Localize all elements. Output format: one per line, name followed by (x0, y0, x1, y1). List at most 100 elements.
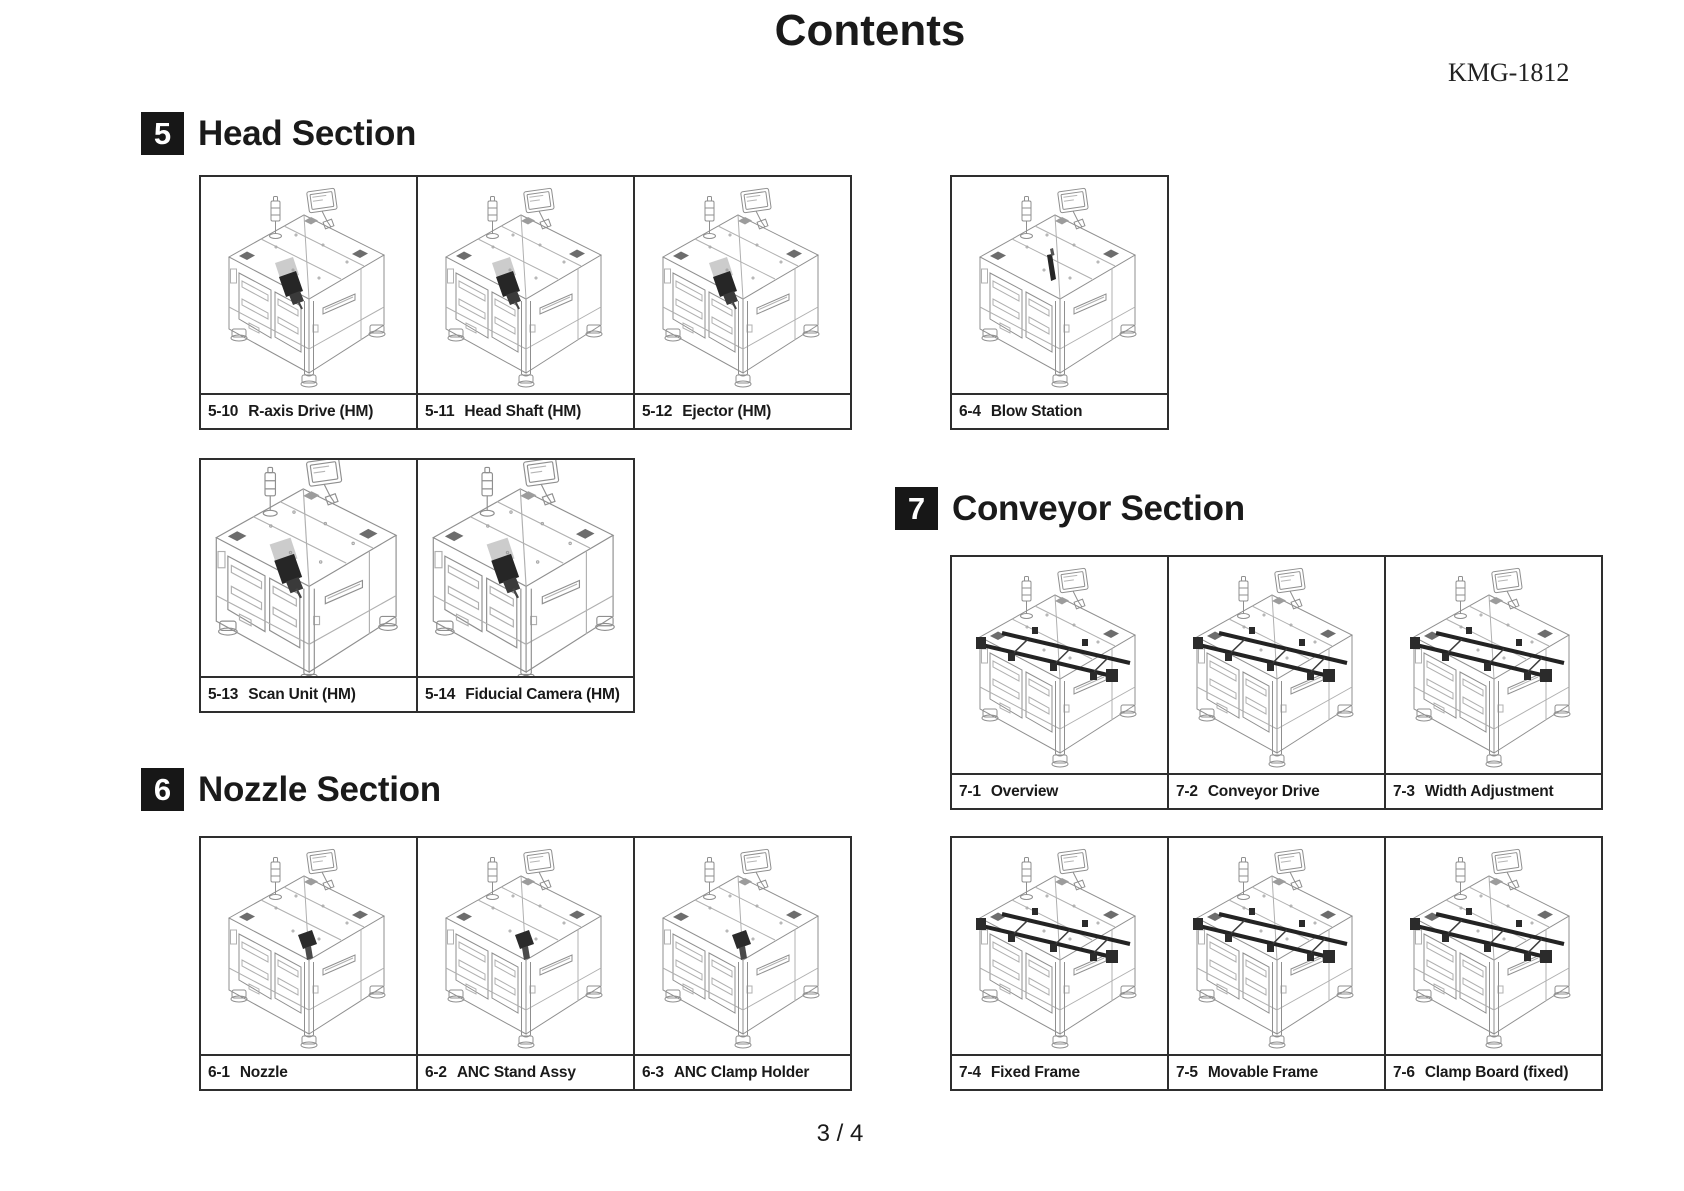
section-title: Conveyor Section (952, 488, 1245, 528)
toc-item-7-3: 7-3 Width Adjustment (1384, 557, 1601, 808)
doc-code: KMG-1812 (1448, 58, 1570, 87)
toc-item-code: 7-5 (1176, 1063, 1198, 1081)
machine-illustration-head (418, 177, 633, 393)
toc-item-code: 7-4 (959, 1063, 981, 1081)
machine-drawing (1191, 848, 1354, 1049)
toc-item-name: ANC Stand Assy (456, 1063, 576, 1081)
toc-item-caption: 5-12 Ejector (HM) (635, 393, 850, 428)
toc-item-code: 7-3 (1393, 782, 1415, 800)
section-header-nozzle: 6 Nozzle Section (141, 768, 441, 811)
toc-item-caption: 7-6 Clamp Board (fixed) (1386, 1054, 1601, 1089)
page-number: 3 / 4 (816, 1120, 864, 1147)
toc-item-name: Fiducial Camera (HM) (465, 685, 620, 703)
toc-item-caption: 7-4 Fixed Frame (952, 1054, 1167, 1089)
toc-item-code: 6-2 (425, 1063, 447, 1081)
machine-illustration-head (418, 460, 633, 676)
toc-item-5-12: 5-12 Ejector (HM) (633, 177, 850, 428)
toc-item-code: 5-11 (425, 402, 455, 420)
toc-item-code: 7-6 (1393, 1063, 1415, 1081)
toc-item-name: Clamp Board (fixed) (1424, 1063, 1569, 1081)
toc-item-caption: 7-3 Width Adjustment (1386, 773, 1601, 808)
machine-drawing (228, 187, 386, 388)
toc-item-5-13: 5-13 Scan Unit (HM) (201, 460, 416, 711)
machine-drawing (445, 848, 603, 1049)
grid-nozzle-row: 6-1 Nozzle 6-2 ANC Stand Assy 6-3 ANC Cl… (199, 836, 852, 1091)
toc-item-caption: 7-1 Overview (952, 773, 1167, 808)
toc-item-caption: 6-4 Blow Station (952, 393, 1167, 428)
machine-drawing (1408, 848, 1571, 1049)
toc-item-name: R-axis Drive (HM) (248, 402, 374, 420)
toc-item-caption: 7-5 Movable Frame (1169, 1054, 1384, 1089)
toc-item-name: Width Adjustment (1424, 782, 1554, 800)
machine-illustration-blow (952, 177, 1167, 393)
section-number-badge: 6 (141, 768, 184, 811)
toc-item-name: Fixed Frame (990, 1063, 1080, 1081)
toc-item-6-4: 6-4 Blow Station (952, 177, 1167, 428)
toc-item-caption: 5-13 Scan Unit (HM) (201, 676, 416, 711)
toc-item-name: Movable Frame (1207, 1063, 1319, 1081)
machine-illustration-conveyor (1169, 557, 1384, 773)
toc-item-name: Conveyor Drive (1207, 782, 1320, 800)
machine-drawing (974, 848, 1137, 1049)
section-header-conveyor: 7 Conveyor Section (895, 487, 1245, 530)
toc-item-code: 6-4 (959, 402, 981, 420)
toc-item-code: 7-1 (959, 782, 981, 800)
toc-item-6-2: 6-2 ANC Stand Assy (416, 838, 633, 1089)
toc-item-caption: 6-2 ANC Stand Assy (418, 1054, 633, 1089)
toc-item-code: 5-13 (208, 685, 239, 703)
machine-illustration-nozzle (201, 838, 416, 1054)
machine-drawing (662, 187, 820, 388)
toc-item-name: Blow Station (990, 402, 1083, 420)
machine-illustration-nozzle (635, 838, 850, 1054)
toc-item-code: 5-12 (642, 402, 673, 420)
toc-item-caption: 7-2 Conveyor Drive (1169, 773, 1384, 808)
toc-item-name: ANC Clamp Holder (673, 1063, 810, 1081)
grid-head-row-2: 5-13 Scan Unit (HM) 5-14 Fiducial Camera… (199, 458, 635, 713)
toc-item-code: 6-1 (208, 1063, 230, 1081)
toc-item-name: Ejector (HM) (682, 402, 772, 420)
machine-drawing (215, 460, 398, 676)
section-title: Nozzle Section (198, 769, 441, 809)
machine-illustration-conveyor (1169, 838, 1384, 1054)
toc-item-6-1: 6-1 Nozzle (201, 838, 416, 1089)
toc-item-5-14: 5-14 Fiducial Camera (HM) (416, 460, 633, 711)
toc-item-5-11: 5-11 Head Shaft (HM) (416, 177, 633, 428)
grid-head-row-1: 5-10 R-axis Drive (HM) 5-11 Head Shaft (… (199, 175, 852, 430)
section-number-badge: 5 (141, 112, 184, 155)
grid-conveyor-row-2: 7-4 Fixed Frame 7-5 Movable Frame 7-6 Cl… (950, 836, 1603, 1091)
toc-item-7-2: 7-2 Conveyor Drive (1167, 557, 1384, 808)
machine-drawing (432, 460, 615, 676)
toc-item-name: Nozzle (239, 1063, 288, 1081)
toc-item-7-6: 7-6 Clamp Board (fixed) (1384, 838, 1601, 1089)
toc-item-caption: 5-14 Fiducial Camera (HM) (418, 676, 633, 711)
machine-illustration-head (201, 460, 416, 676)
toc-item-7-1: 7-1 Overview (952, 557, 1167, 808)
grid-blow-station: 6-4 Blow Station (950, 175, 1169, 430)
toc-item-code: 5-14 (425, 685, 456, 703)
toc-item-code: 6-3 (642, 1063, 664, 1081)
toc-item-7-5: 7-5 Movable Frame (1167, 838, 1384, 1089)
toc-item-caption: 6-1 Nozzle (201, 1054, 416, 1089)
toc-item-caption: 5-10 R-axis Drive (HM) (201, 393, 416, 428)
toc-item-7-4: 7-4 Fixed Frame (952, 838, 1167, 1089)
grid-conveyor-row-1: 7-1 Overview 7-2 Conveyor Drive 7-3 Widt… (950, 555, 1603, 810)
toc-item-name: Scan Unit (HM) (248, 685, 356, 703)
machine-drawing (228, 848, 386, 1049)
machine-drawing (979, 187, 1137, 388)
machine-illustration-conveyor (1386, 557, 1601, 773)
toc-item-caption: 6-3 ANC Clamp Holder (635, 1054, 850, 1089)
section-header-head: 5 Head Section (141, 112, 416, 155)
machine-illustration-nozzle (418, 838, 633, 1054)
machine-illustration-conveyor (952, 557, 1167, 773)
machine-illustration-head (635, 177, 850, 393)
machine-drawing (445, 187, 603, 388)
section-title: Head Section (198, 113, 417, 153)
machine-drawing (662, 848, 820, 1049)
machine-illustration-conveyor (1386, 838, 1601, 1054)
machine-illustration-conveyor (952, 838, 1167, 1054)
machine-drawing (974, 567, 1137, 768)
page-title: Contents (774, 6, 966, 55)
toc-item-6-3: 6-3 ANC Clamp Holder (633, 838, 850, 1089)
machine-drawing (1408, 567, 1571, 768)
